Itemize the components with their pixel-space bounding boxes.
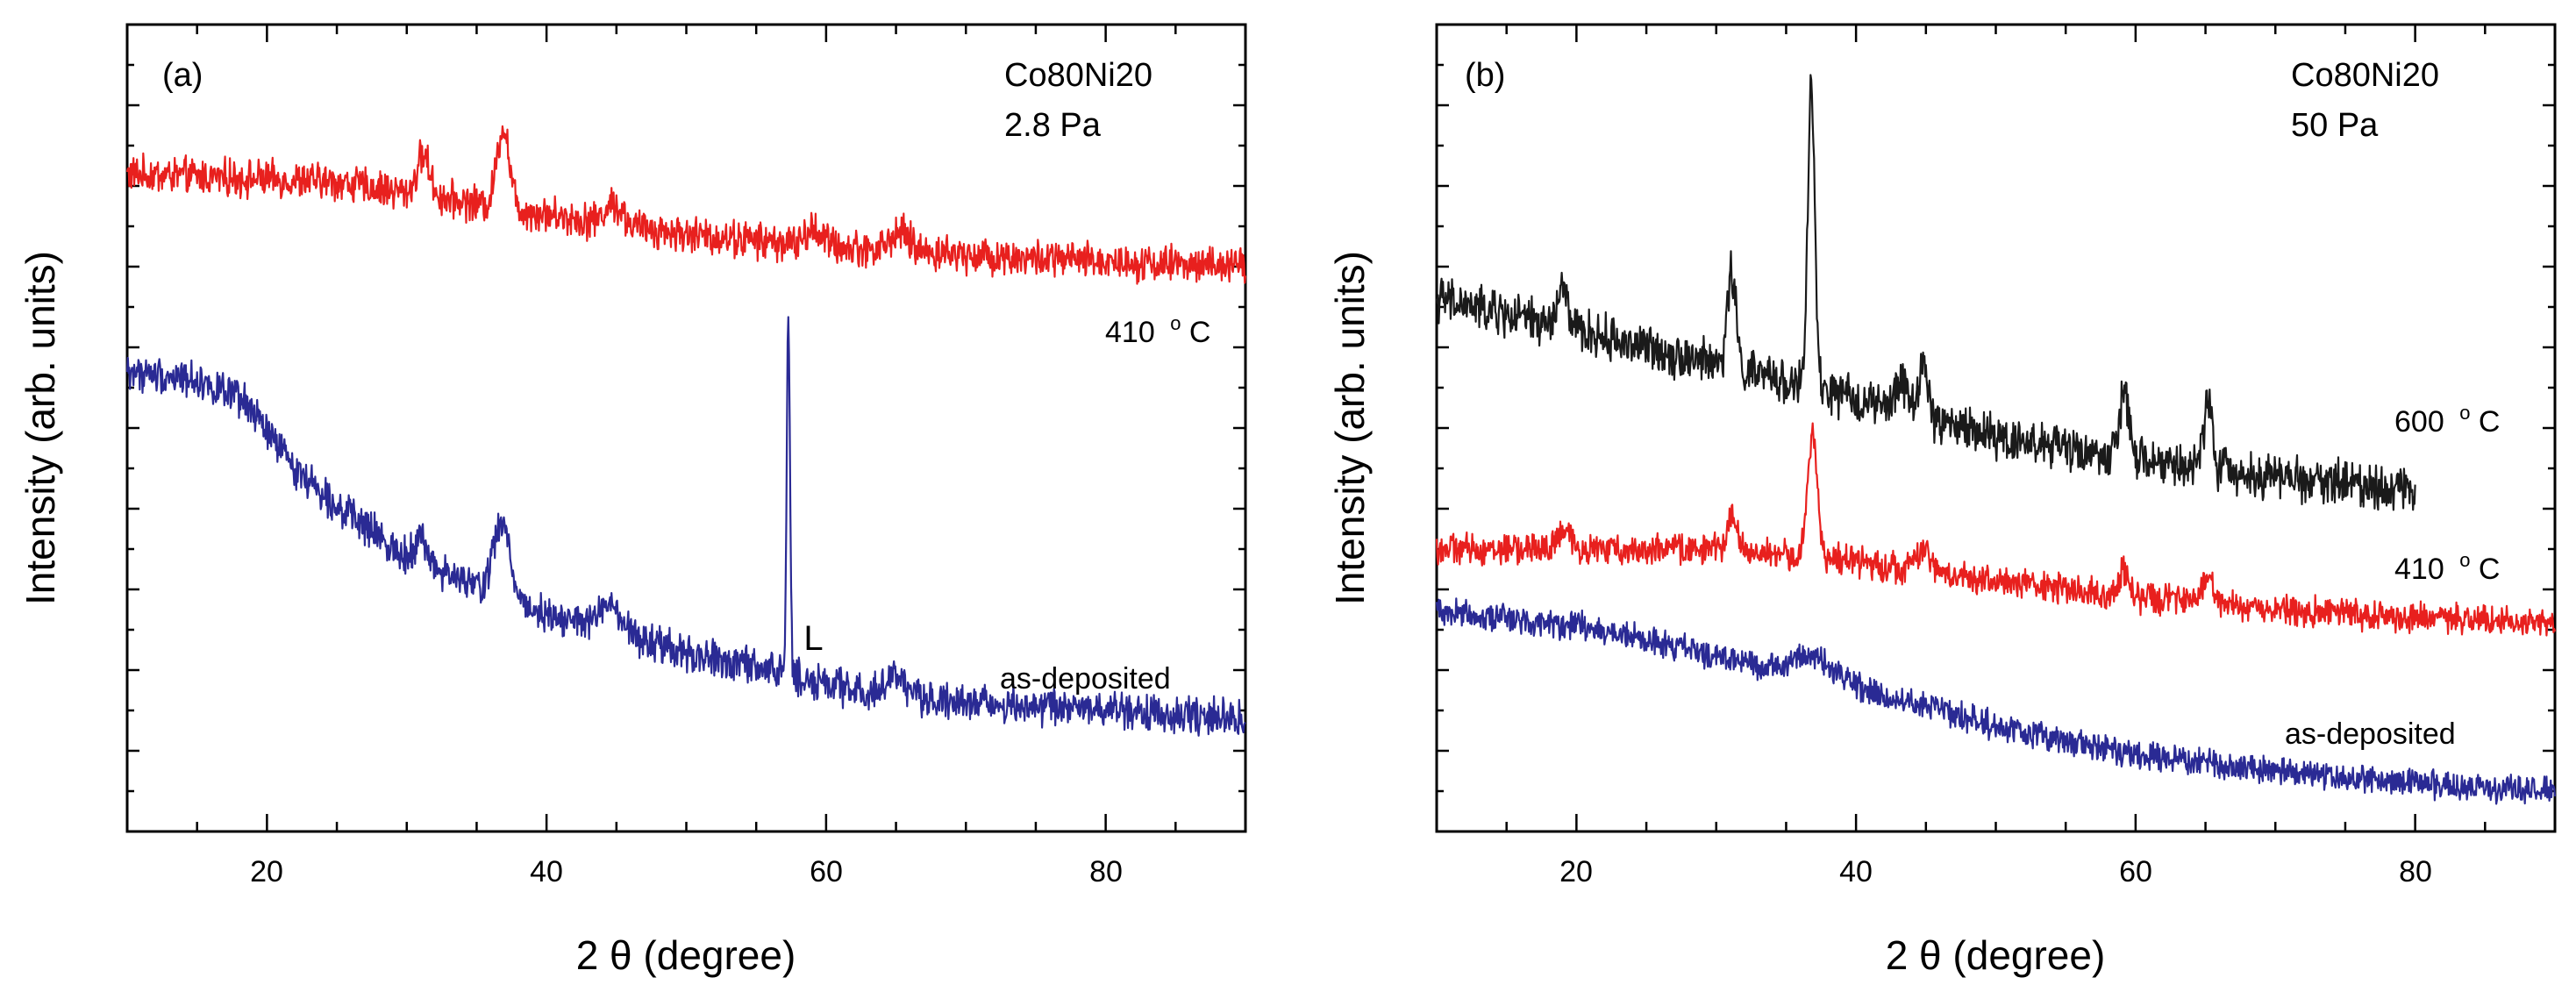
series-path-b-2 [1435, 597, 2557, 805]
series-label-b-600C-unit: C [2479, 405, 2501, 439]
series-label-b-410C-value: 410 [2394, 553, 2444, 586]
series-b-as-deposited-line [1435, 597, 2557, 805]
x-tick-label-b-80: 80 [2399, 855, 2432, 888]
panel-b-x-tick-labels: 20 40 60 80 [1559, 855, 2432, 888]
panel-b-annotation-line2: 50 Pa [2291, 107, 2379, 144]
panel-a-annotation-line2: 2.8 Pa [1004, 107, 1102, 144]
panel-a-label: (a) [162, 57, 203, 94]
series-path-a-1 [125, 316, 1246, 737]
series-label-a-410C-value: 410 [1105, 316, 1155, 349]
series-b-600C-line [1435, 74, 2416, 511]
x-tick-label-b-60: 60 [2119, 855, 2152, 888]
series-path-b-0 [1435, 74, 2416, 511]
panel-a-axis-ticks [125, 23, 1247, 833]
panel-b-x-axis-label: 2 θ (degree) [1886, 932, 2106, 978]
series-label-a-410C-unit: C [1189, 316, 1211, 349]
series-label-b-410C-degree: o [2459, 549, 2470, 571]
x-tick-label-a-80: 80 [1089, 855, 1123, 888]
series-path-a-0 [125, 125, 1247, 285]
series-b-410C-line [1435, 422, 2557, 637]
series-label-a-410C: 410 o C [1105, 303, 1210, 349]
panel-b-label: (b) [1465, 57, 1505, 94]
panel-b-y-axis-label: Intensity (arb. units) [1327, 251, 1373, 605]
x-tick-label-a-20: 20 [250, 855, 283, 888]
series-label-a-410C-degree: o [1170, 312, 1181, 334]
series-a-as-deposited-line [125, 316, 1246, 737]
series-label-b-410C: 410 o C [2394, 540, 2500, 586]
panel-a-x-tick-labels: 20 40 60 80 [250, 855, 1123, 888]
panel-b: (b) Co80Ni20 50 Pa 600 o C 410 o C as-de… [1327, 23, 2557, 978]
x-tick-label-a-40: 40 [530, 855, 563, 888]
peak-label-L: L [803, 619, 823, 658]
series-path-b-1 [1435, 422, 2557, 637]
panel-a-x-axis-label: 2 θ (degree) [576, 932, 796, 978]
series-label-b-600C-value: 600 [2394, 405, 2444, 439]
panel-b-axis-ticks [1435, 23, 2557, 833]
x-tick-label-b-20: 20 [1559, 855, 1593, 888]
series-label-b-as-deposited: as-deposited [2285, 717, 2456, 751]
x-tick-label-a-60: 60 [810, 855, 843, 888]
series-label-b-600C-degree: o [2459, 402, 2470, 424]
series-label-b-600C: 600 o C [2394, 393, 2500, 439]
panel-a-annotation-line1: Co80Ni20 [1004, 57, 1152, 94]
panel-a: (a) Co80Ni20 2.8 Pa 410 o C as-deposited… [18, 23, 1247, 978]
series-label-a-as-deposited: as-deposited [1000, 662, 1171, 696]
series-a-410C-line [125, 125, 1247, 285]
panel-b-annotation-line1: Co80Ni20 [2291, 57, 2439, 94]
x-tick-label-b-40: 40 [1839, 855, 1873, 888]
series-label-b-410C-unit: C [2479, 553, 2501, 586]
panel-b-frame [1435, 23, 2557, 833]
panel-a-y-axis-label: Intensity (arb. units) [18, 251, 63, 605]
